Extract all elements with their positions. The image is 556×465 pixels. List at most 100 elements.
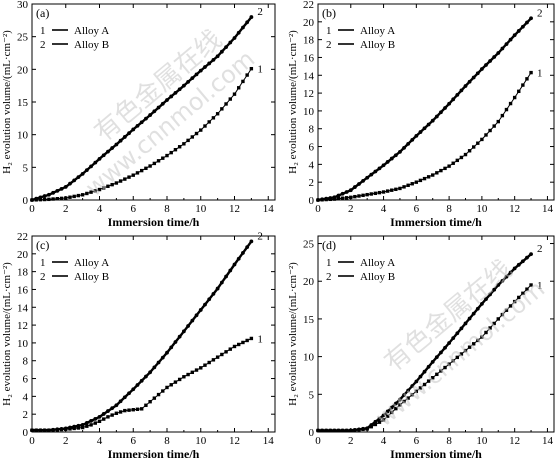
data-point	[451, 336, 456, 341]
curve-label: 1	[537, 68, 543, 80]
data-point	[228, 97, 232, 101]
data-point	[59, 186, 64, 191]
data-point	[459, 88, 464, 93]
data-point	[443, 106, 447, 110]
series-line	[32, 240, 253, 432]
data-point	[182, 375, 186, 379]
data-point	[84, 168, 89, 173]
data-point	[316, 198, 320, 202]
data-point	[398, 403, 402, 407]
data-point	[169, 94, 174, 99]
data-point	[443, 345, 447, 350]
data-point	[414, 379, 419, 384]
x-tick-label: 10	[195, 435, 207, 447]
x-tick-label: 2	[63, 203, 69, 215]
data-point	[194, 72, 199, 77]
data-point	[500, 312, 505, 317]
data-point	[394, 187, 398, 192]
data-point	[211, 292, 216, 296]
curve-label: 1	[537, 280, 543, 292]
data-point	[80, 171, 85, 176]
legend-number: 1	[326, 257, 332, 269]
data-point	[232, 344, 237, 349]
data-point	[336, 193, 341, 198]
x-tick-label: 12	[229, 435, 240, 447]
data-point	[194, 313, 199, 318]
data-point	[51, 427, 55, 432]
data-point	[512, 33, 517, 38]
data-point	[106, 149, 110, 154]
data-point	[488, 292, 492, 297]
y-tick-label: 14	[303, 70, 315, 82]
data-point	[46, 192, 51, 197]
x-tick-label: 12	[509, 203, 520, 215]
data-point	[390, 410, 394, 415]
data-point	[439, 369, 443, 373]
y-tick-label: 10	[303, 106, 315, 118]
data-point	[63, 185, 68, 189]
data-point	[512, 299, 517, 304]
data-point	[102, 417, 106, 421]
data-point	[418, 178, 423, 183]
data-point	[144, 374, 148, 379]
data-point	[68, 425, 72, 430]
data-point	[492, 321, 496, 326]
data-point	[38, 197, 43, 202]
data-point	[488, 128, 492, 133]
data-point	[500, 46, 505, 51]
data-point	[110, 182, 114, 187]
data-point	[389, 156, 394, 161]
data-point	[144, 403, 148, 407]
data-point	[198, 308, 203, 312]
curve-label: 2	[537, 243, 543, 255]
data-point	[353, 194, 357, 199]
data-point	[492, 287, 497, 292]
data-point	[152, 161, 157, 166]
data-point	[106, 409, 110, 413]
data-point	[393, 401, 398, 406]
data-point	[93, 421, 97, 425]
data-point	[228, 40, 233, 45]
data-point	[369, 172, 374, 177]
data-point	[402, 145, 406, 150]
y-tick-label: 5	[309, 389, 315, 401]
data-point	[496, 119, 500, 124]
data-point	[402, 185, 406, 189]
y-tick-label: 8	[309, 124, 315, 136]
x-tick-label: 10	[195, 203, 207, 215]
data-point	[336, 196, 341, 201]
data-point	[508, 270, 513, 275]
data-point	[114, 142, 119, 147]
y-tick-label: 18	[303, 35, 315, 47]
y-tick-label: 20	[17, 249, 29, 261]
data-point	[516, 29, 521, 33]
data-point	[451, 97, 456, 102]
data-point	[181, 329, 186, 334]
data-point	[479, 67, 484, 71]
data-point	[152, 109, 157, 114]
data-point	[340, 191, 345, 196]
data-point	[373, 169, 378, 174]
data-point	[114, 403, 119, 408]
y-tick-label: 0	[23, 427, 29, 439]
data-point	[131, 408, 135, 412]
data-point	[377, 190, 382, 195]
chart-panel-2: 0 2 4 6 8 10 12 140246810121416182022Immersion …	[287, 0, 555, 229]
data-point	[340, 196, 345, 200]
data-point	[51, 197, 55, 201]
data-point	[455, 158, 460, 163]
data-point	[484, 133, 488, 137]
y-tick-label: 6	[309, 142, 315, 154]
data-point	[381, 163, 386, 168]
x-tick-label: 6	[414, 203, 420, 215]
data-point	[194, 368, 199, 372]
data-point	[406, 183, 410, 187]
x-tick-label: 4	[97, 203, 103, 215]
data-point	[492, 124, 496, 128]
data-point	[529, 252, 533, 256]
data-point	[398, 397, 402, 402]
data-point	[135, 407, 140, 411]
data-point	[211, 358, 216, 362]
data-point	[165, 350, 169, 355]
data-point	[30, 428, 34, 433]
